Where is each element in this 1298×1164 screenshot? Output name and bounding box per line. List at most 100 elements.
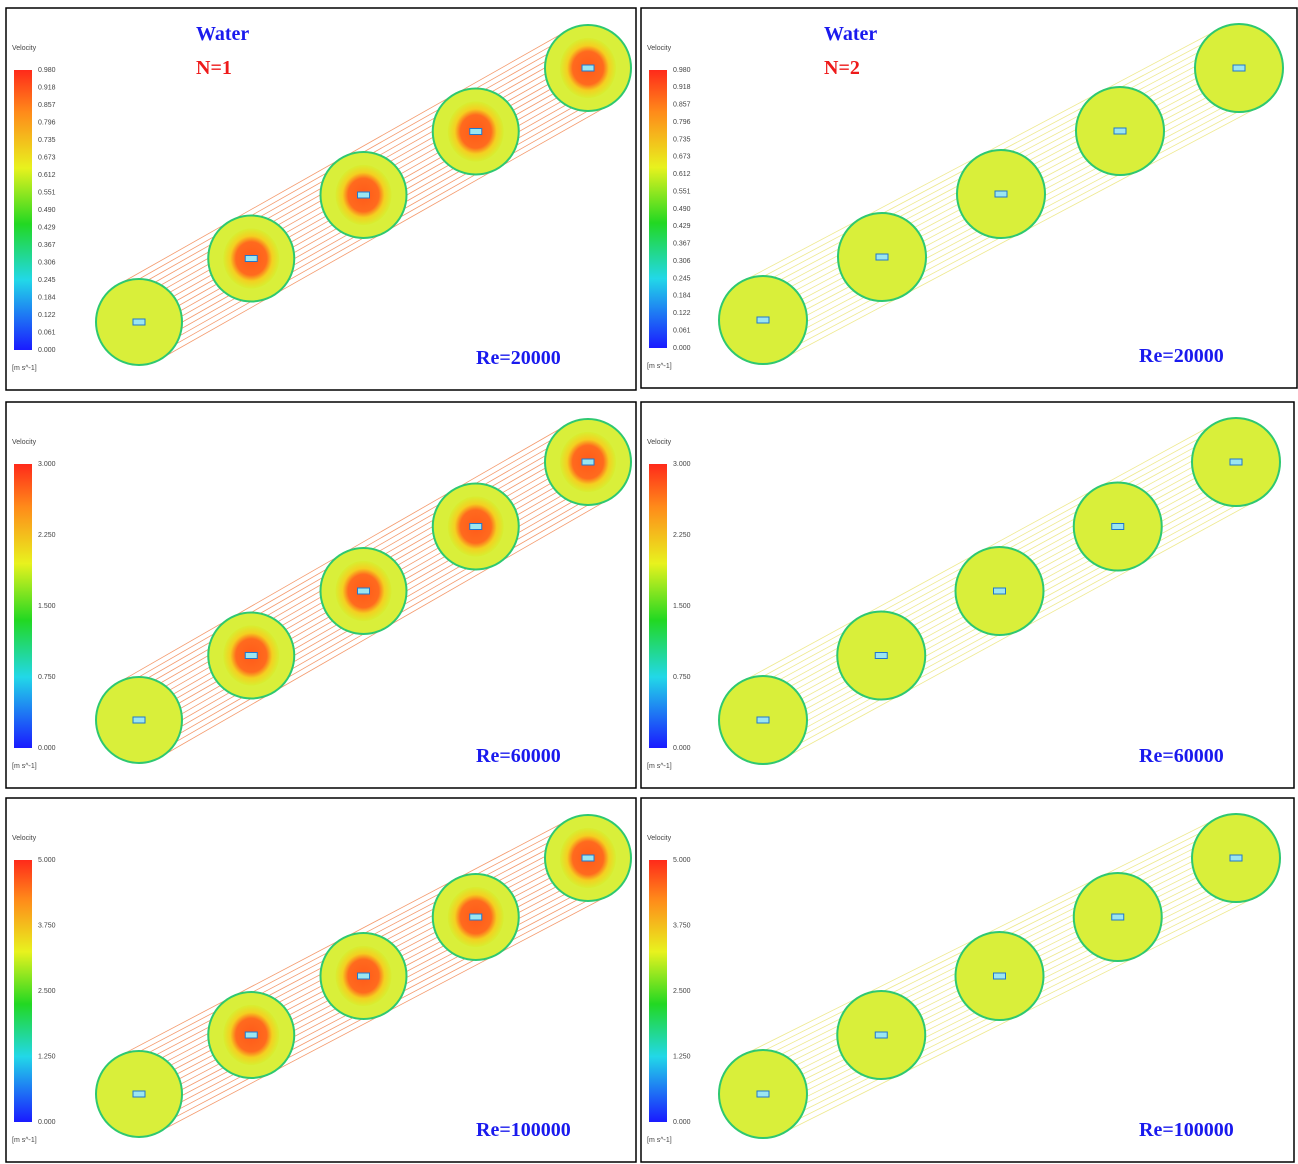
legend-tick: 0.796	[38, 119, 56, 126]
fluid-label: Water	[824, 23, 877, 45]
legend-tick: 0.429	[673, 223, 691, 230]
tube	[133, 717, 145, 723]
tube	[1114, 128, 1126, 134]
panel: Velocity3.0002.2501.5000.7500.000[m s^-1…	[6, 402, 636, 788]
tube	[358, 973, 370, 979]
legend-tick: 2.250	[38, 532, 56, 539]
legend-tick: 0.750	[673, 674, 691, 681]
legend-tick: 0.061	[38, 329, 56, 336]
tube	[1233, 65, 1245, 71]
legend-tick: 2.500	[673, 988, 691, 995]
re-label: Re=20000	[1139, 345, 1224, 367]
legend-tick: 0.000	[38, 745, 56, 752]
tube	[875, 653, 887, 659]
legend-tick: 0.673	[673, 154, 691, 161]
re-label: Re=60000	[476, 745, 561, 767]
tube	[133, 1091, 145, 1097]
legend-tick: 0.673	[38, 154, 56, 161]
legend-tick: 0.306	[38, 259, 56, 266]
n-label: N=1	[196, 57, 232, 79]
re-label: Re=60000	[1139, 745, 1224, 767]
legend-tick: 0.918	[38, 84, 56, 91]
legend-tick: 0.612	[673, 171, 691, 178]
tube	[470, 129, 482, 135]
tube	[582, 855, 594, 861]
legend-tick: 0.750	[38, 674, 56, 681]
legend-tick: 0.857	[38, 102, 56, 109]
legend-tick: 0.980	[673, 67, 691, 74]
tube	[995, 191, 1007, 197]
legend-tick: 0.000	[673, 345, 691, 352]
legend-tick: 0.245	[673, 275, 691, 282]
tube	[133, 319, 145, 325]
re-label: Re=100000	[476, 1119, 571, 1141]
tube	[994, 973, 1006, 979]
tube	[245, 1032, 257, 1038]
legend-tick: 0.000	[38, 347, 56, 354]
tube	[582, 459, 594, 465]
legend-tick: 0.061	[673, 327, 691, 334]
colorbar	[649, 464, 667, 748]
legend-tick: 0.429	[38, 224, 56, 231]
legend-tick: 0.918	[673, 84, 691, 91]
panel: Velocity0.9800.9180.8570.7960.7350.6730.…	[641, 8, 1297, 388]
legend-title: Velocity	[647, 439, 672, 446]
figure: Velocity 0.980 0.918 0.857 0.796 0.735 0.673 0.…	[0, 0, 1298, 1164]
legend-tick: 2.500	[38, 988, 56, 995]
legend-unit: [m s^-1]	[12, 1137, 37, 1144]
legend-title: Velocity	[12, 835, 37, 842]
tube	[358, 588, 370, 594]
legend-tick: 0.551	[673, 188, 691, 195]
n-label: N=2	[824, 57, 860, 79]
legend-tick: 0.367	[673, 241, 691, 248]
legend-tick: 0.612	[38, 172, 56, 179]
legend-tick: 0.796	[673, 119, 691, 126]
panel: Velocity 0.980 0.918 0.857 0.796 0.735 0.673 0.…	[6, 8, 636, 390]
legend-tick: 0.122	[38, 312, 56, 319]
legend-unit: [m s^-1]	[647, 1137, 672, 1144]
tube	[1112, 914, 1124, 920]
legend-tick: 2.250	[673, 532, 691, 539]
legend-title: Velocity	[647, 835, 672, 842]
legend-tick: 3.750	[673, 922, 691, 929]
tube	[470, 524, 482, 530]
tube	[994, 588, 1006, 594]
tube	[358, 192, 370, 198]
legend-tick: 1.500	[673, 603, 691, 610]
legend-unit: [m s^-1]	[647, 363, 672, 370]
legend-tick: 3.000	[673, 461, 691, 468]
re-label: Re=100000	[1139, 1119, 1234, 1141]
legend-tick: 0.184	[38, 294, 56, 301]
tube	[757, 717, 769, 723]
tube	[582, 65, 594, 71]
legend-tick: 0.000	[673, 745, 691, 752]
tube	[875, 1032, 887, 1038]
legend-tick: 5.000	[673, 857, 691, 864]
legend-tick: 5.000	[38, 857, 56, 864]
legend-tick: 0.367	[38, 242, 56, 249]
legend-tick: 0.306	[673, 258, 691, 265]
tube	[1112, 524, 1124, 530]
colorbar	[14, 860, 32, 1122]
legend-tick: 0.980	[38, 67, 56, 74]
legend-unit: [m s^-1]	[12, 365, 37, 372]
legend-tick: 0.000	[673, 1119, 691, 1126]
tube	[470, 914, 482, 920]
tube	[1230, 855, 1242, 861]
legend-title: Velocity	[12, 45, 37, 52]
legend-tick: 0.735	[38, 137, 56, 144]
legend-tick: 0.490	[673, 206, 691, 213]
legend-unit: [m s^-1]	[647, 763, 672, 770]
tube	[757, 1091, 769, 1097]
re-label: Re=20000	[476, 347, 561, 369]
colorbar	[14, 464, 32, 748]
legend-tick: 1.500	[38, 603, 56, 610]
colorbar	[649, 70, 667, 348]
legend-tick: 0.122	[673, 310, 691, 317]
colorbar	[14, 70, 32, 350]
legend-tick: 0.245	[38, 277, 56, 284]
legend-tick: 0.000	[38, 1119, 56, 1126]
legend-tick: 3.000	[38, 461, 56, 468]
